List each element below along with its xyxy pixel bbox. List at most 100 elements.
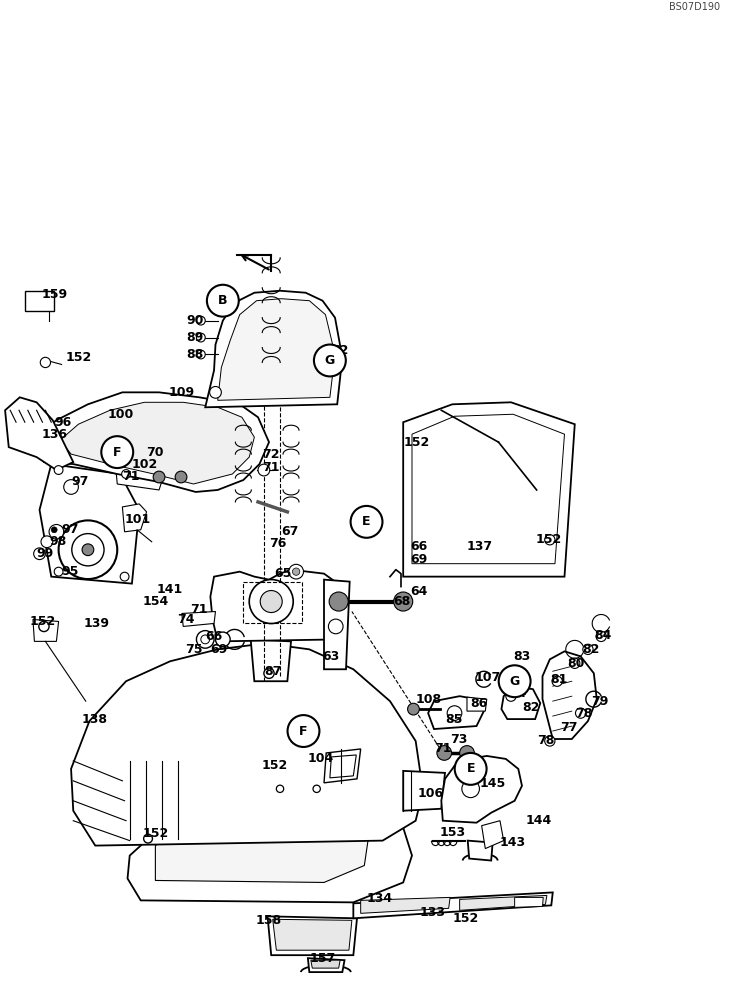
Circle shape xyxy=(462,780,479,798)
Polygon shape xyxy=(311,960,340,968)
Polygon shape xyxy=(60,402,255,484)
Text: 108: 108 xyxy=(416,693,442,706)
Circle shape xyxy=(52,527,57,533)
Text: 82: 82 xyxy=(582,643,599,656)
Circle shape xyxy=(82,544,93,556)
Text: 71: 71 xyxy=(191,603,208,616)
Text: 134: 134 xyxy=(367,892,393,905)
Circle shape xyxy=(313,785,320,792)
Circle shape xyxy=(552,676,562,686)
Circle shape xyxy=(153,471,165,483)
Text: 87: 87 xyxy=(264,665,281,678)
Polygon shape xyxy=(403,771,445,811)
Text: 95: 95 xyxy=(62,565,79,578)
Circle shape xyxy=(102,436,133,468)
Text: 77: 77 xyxy=(560,721,578,734)
Text: 70: 70 xyxy=(146,446,164,459)
Text: 86: 86 xyxy=(470,697,488,710)
Text: 63: 63 xyxy=(322,650,340,663)
Circle shape xyxy=(570,658,580,668)
Polygon shape xyxy=(514,897,543,907)
Text: 139: 139 xyxy=(83,617,110,630)
Text: 74: 74 xyxy=(177,613,195,626)
Text: 66: 66 xyxy=(411,540,428,553)
Text: 107: 107 xyxy=(474,671,500,684)
Circle shape xyxy=(40,357,51,368)
Circle shape xyxy=(175,471,187,483)
Circle shape xyxy=(261,591,282,613)
Text: 84: 84 xyxy=(594,629,611,642)
Text: 78: 78 xyxy=(537,734,554,747)
Circle shape xyxy=(596,631,606,642)
Ellipse shape xyxy=(222,838,302,869)
Text: G: G xyxy=(509,675,520,688)
Text: 78: 78 xyxy=(575,707,592,720)
Polygon shape xyxy=(453,759,491,809)
Polygon shape xyxy=(115,460,164,490)
Text: 152: 152 xyxy=(142,827,169,840)
Circle shape xyxy=(39,621,49,632)
Text: 71: 71 xyxy=(262,461,279,474)
Ellipse shape xyxy=(284,836,349,861)
Text: 133: 133 xyxy=(420,906,445,919)
Circle shape xyxy=(437,746,452,760)
Polygon shape xyxy=(127,789,412,902)
Polygon shape xyxy=(251,639,291,681)
Circle shape xyxy=(545,736,555,746)
Polygon shape xyxy=(35,392,269,492)
Circle shape xyxy=(210,386,222,398)
Polygon shape xyxy=(501,686,540,719)
Circle shape xyxy=(49,524,64,539)
Text: 152: 152 xyxy=(403,436,429,449)
Circle shape xyxy=(64,480,79,494)
Polygon shape xyxy=(467,697,486,711)
Text: B: B xyxy=(218,294,227,307)
Polygon shape xyxy=(182,611,216,626)
Polygon shape xyxy=(268,916,357,955)
Text: F: F xyxy=(300,725,308,738)
Text: 102: 102 xyxy=(132,458,158,471)
Text: E: E xyxy=(467,762,475,775)
Circle shape xyxy=(201,635,210,644)
Text: 71: 71 xyxy=(434,742,451,755)
Text: 66: 66 xyxy=(205,630,222,643)
Text: 80: 80 xyxy=(567,657,585,670)
Circle shape xyxy=(545,535,555,545)
Polygon shape xyxy=(467,841,492,861)
Polygon shape xyxy=(33,619,59,641)
Text: 101: 101 xyxy=(124,513,151,526)
Text: 99: 99 xyxy=(37,547,54,560)
Text: 68: 68 xyxy=(394,595,411,608)
Circle shape xyxy=(276,785,283,792)
Polygon shape xyxy=(481,821,503,849)
Text: 159: 159 xyxy=(42,288,68,301)
Text: 137: 137 xyxy=(467,540,493,553)
Text: 152: 152 xyxy=(66,351,92,364)
Text: 98: 98 xyxy=(49,535,66,548)
Text: 83: 83 xyxy=(513,650,531,663)
Text: 143: 143 xyxy=(500,836,526,849)
Text: 97: 97 xyxy=(71,475,88,488)
Circle shape xyxy=(576,708,586,718)
Polygon shape xyxy=(308,958,344,972)
Polygon shape xyxy=(442,756,522,823)
Polygon shape xyxy=(361,897,450,913)
Text: 85: 85 xyxy=(445,713,462,726)
Circle shape xyxy=(258,464,270,476)
Circle shape xyxy=(34,548,46,560)
Text: 152: 152 xyxy=(262,759,288,772)
Circle shape xyxy=(197,631,214,648)
Circle shape xyxy=(59,520,117,579)
Text: 64: 64 xyxy=(411,585,428,598)
Circle shape xyxy=(329,592,348,611)
Text: 89: 89 xyxy=(186,331,203,344)
Text: 67: 67 xyxy=(281,525,299,538)
Text: 82: 82 xyxy=(522,701,539,714)
Text: 90: 90 xyxy=(186,314,204,327)
Text: 72: 72 xyxy=(262,448,279,461)
Polygon shape xyxy=(218,299,335,400)
Text: 81: 81 xyxy=(550,673,567,686)
Circle shape xyxy=(216,632,230,647)
Circle shape xyxy=(197,350,205,359)
Polygon shape xyxy=(40,464,139,584)
